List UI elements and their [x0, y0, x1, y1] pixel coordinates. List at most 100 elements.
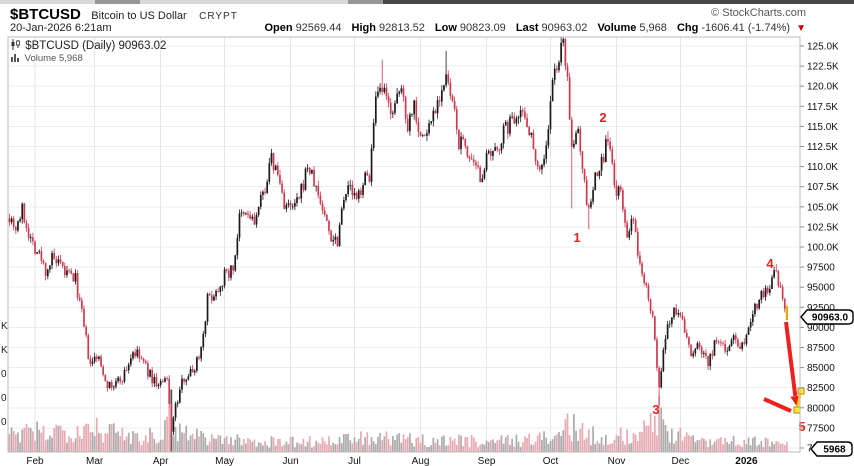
candle-body [374, 96, 377, 123]
volume-bar [127, 432, 130, 452]
volume-bar [724, 438, 726, 452]
volume-bar [317, 442, 320, 452]
volume-bar [741, 447, 744, 452]
candle-body [470, 158, 473, 160]
volume-bar [679, 427, 682, 452]
volume-bar [51, 437, 53, 452]
volume-bar [44, 440, 47, 452]
elliott-wave-label[interactable]: 4 [766, 256, 774, 271]
volume-bar [257, 442, 260, 452]
elliott-wave-label[interactable]: 1 [573, 230, 580, 245]
candle-body [174, 403, 177, 418]
volume-bar [23, 427, 26, 452]
candle-body [300, 183, 303, 199]
volume-bar [711, 444, 714, 452]
candle-body [251, 216, 254, 219]
candle-body [651, 311, 654, 317]
volume-bar [609, 443, 611, 452]
volume-bar [102, 442, 105, 452]
volume-bar [136, 433, 139, 452]
volume-bar [462, 446, 464, 452]
candle-body [366, 172, 369, 176]
volume-bar [747, 437, 750, 452]
candle-body [225, 269, 228, 271]
volume-bar [78, 436, 81, 452]
volume-bar [430, 445, 433, 452]
candle-body [355, 192, 358, 199]
candle-body [443, 85, 445, 91]
volume-bar [517, 441, 520, 452]
candle-body [726, 350, 729, 352]
volume-bar [262, 445, 264, 452]
plot-border [7, 36, 801, 453]
trend-arrow-head[interactable] [790, 395, 801, 407]
volume-bar [566, 413, 569, 452]
volume-bar [121, 427, 124, 452]
volume-bar [368, 444, 371, 452]
selection-handle[interactable] [793, 406, 801, 414]
quote-row: 20-Jan-2026 6:21am Open 92569.44 High 9281… [10, 22, 806, 36]
y-axis-label: 107.5K [807, 182, 839, 193]
candle-body [479, 167, 482, 182]
volume-bar [200, 430, 202, 452]
candle-body [553, 68, 556, 80]
strip-segment [383, 0, 854, 4]
candle-body [641, 263, 643, 275]
candle-body [349, 184, 352, 186]
candle-body [95, 356, 98, 359]
volume-bar [149, 427, 151, 452]
volume-bar [769, 446, 771, 452]
candle-body [372, 122, 375, 149]
candle-body [498, 149, 501, 151]
volume-bar [242, 439, 245, 452]
candle-body [417, 121, 420, 132]
open-value: 92569.44 [295, 22, 342, 34]
volume-bar [385, 431, 388, 452]
volume-bar [343, 433, 345, 452]
volume-bar [223, 437, 226, 452]
volume-bar [470, 435, 473, 452]
selection-handle[interactable] [797, 387, 805, 395]
volume-bar [732, 435, 735, 452]
volume-bar [17, 432, 19, 452]
volume-bar [108, 424, 111, 452]
candle-body [702, 352, 705, 354]
candle-body [32, 237, 34, 242]
candle-body [668, 323, 671, 325]
candle-body [406, 118, 409, 132]
candle-body [253, 216, 256, 225]
elliott-wave-label[interactable]: 2 [599, 110, 606, 125]
candle-body [451, 95, 454, 102]
volume-bar [641, 432, 643, 452]
volume-bar [598, 443, 601, 452]
candle-body [328, 220, 330, 232]
candle-body [777, 270, 780, 286]
candle-body [596, 172, 599, 177]
volume-bar [400, 442, 403, 452]
volume-bar [142, 440, 145, 452]
volume-bar [504, 437, 507, 452]
candle-body [223, 269, 226, 286]
trend-arrow-line[interactable] [784, 321, 798, 397]
volume-bar [543, 431, 545, 452]
candle-body [213, 296, 215, 301]
candle-body [381, 87, 384, 92]
annotations-layer: 1 2 3 4 5 [573, 110, 805, 434]
candle-body [210, 295, 213, 301]
volume-bar [57, 425, 60, 452]
volume-bar [619, 427, 622, 452]
volume-bar [279, 438, 281, 452]
candle-body [426, 133, 428, 136]
volume-bar [183, 432, 185, 452]
candle-body [185, 379, 188, 382]
elliott-wave-label[interactable]: 5 [798, 419, 805, 434]
candle-body [276, 165, 279, 175]
elliott-wave-label[interactable]: 3 [652, 402, 659, 417]
candle-body [132, 352, 134, 359]
annotation-line-segment[interactable] [763, 397, 792, 413]
volume-bar [151, 432, 154, 452]
volume-bar [53, 428, 56, 452]
candle-body [513, 116, 516, 124]
candle-body [42, 260, 45, 264]
candle-body [206, 293, 209, 322]
